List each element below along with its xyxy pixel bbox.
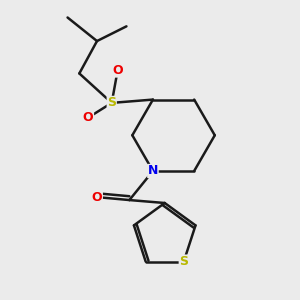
Text: S: S — [107, 96, 116, 110]
Text: O: O — [83, 111, 94, 124]
Text: S: S — [179, 255, 188, 268]
Text: N: N — [148, 164, 158, 178]
Text: O: O — [112, 64, 123, 77]
Text: O: O — [92, 190, 102, 204]
